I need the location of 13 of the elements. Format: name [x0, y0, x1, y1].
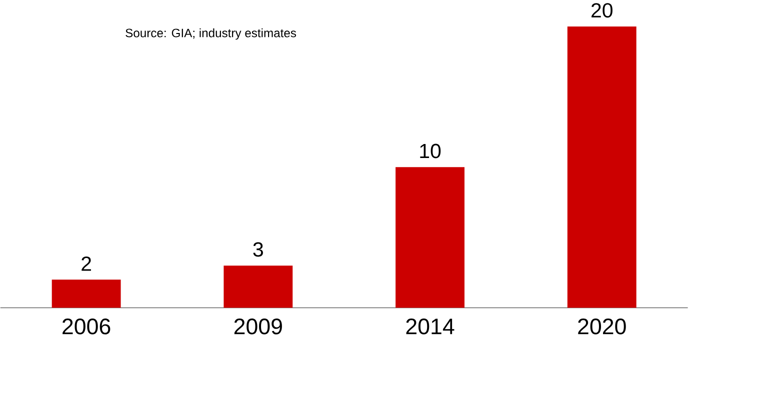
data-label: 2 — [82, 256, 91, 271]
bar — [224, 266, 293, 308]
x-tick-label: 2014 — [406, 318, 454, 335]
x-tick-label: 2006 — [62, 318, 110, 335]
data-label: 3 — [253, 242, 263, 257]
bar — [567, 26, 636, 308]
annotation: Source: GIA; industry estimates — [126, 28, 296, 40]
bar — [396, 167, 464, 308]
x-tick-label: 2009 — [234, 318, 282, 335]
x-tick-label: 2020 — [578, 318, 626, 335]
data-label: 10 — [420, 144, 441, 158]
bar — [52, 280, 121, 308]
data-label: 20 — [592, 3, 612, 18]
